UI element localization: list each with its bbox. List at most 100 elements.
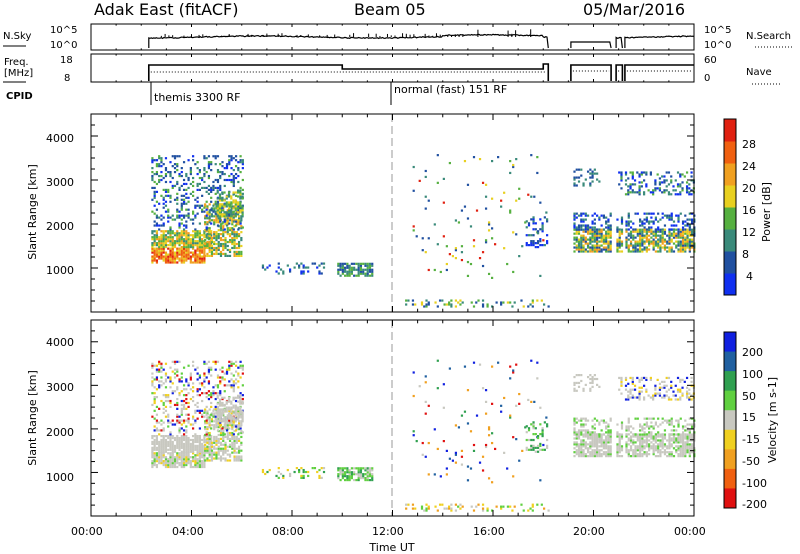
power-cell [436, 305, 439, 308]
velocity-cell [679, 447, 682, 450]
power-cell [208, 217, 211, 220]
power-cell [675, 236, 678, 239]
power-cell [584, 242, 587, 245]
velocity-cell [196, 463, 199, 467]
velocity-cell [187, 446, 190, 449]
power-cell [641, 238, 644, 241]
velocity-cell [228, 409, 231, 412]
velocity-cell [598, 449, 601, 452]
velocity-cell [233, 429, 236, 433]
power-cell [213, 252, 216, 256]
velocity-cell [212, 360, 215, 363]
velocity-cell [194, 465, 197, 469]
power-cell [605, 246, 608, 249]
velocity-cell [577, 455, 581, 458]
velocity-cell [690, 443, 694, 446]
power-cell [586, 214, 590, 217]
velocity-cell [162, 401, 165, 405]
velocity-cell [625, 445, 628, 448]
velocity-cell [151, 434, 154, 438]
power-cell [654, 242, 658, 245]
velocity-cell [580, 451, 583, 454]
power-cell [539, 201, 542, 204]
velocity-cell [589, 455, 592, 458]
power-cell [173, 261, 177, 264]
velocity-cell [654, 384, 657, 387]
power-cell [176, 230, 179, 233]
velocity-cell [171, 454, 174, 457]
power-cell [679, 173, 682, 176]
power-cell [638, 248, 642, 251]
power-cell [629, 236, 633, 239]
velocity-cell [677, 441, 680, 444]
velocity-cell [222, 457, 225, 460]
power-cell [210, 252, 214, 256]
velocity-cell [201, 461, 204, 465]
velocity-cell [221, 397, 224, 401]
power-cell [239, 170, 242, 174]
velocity-cell [690, 447, 694, 450]
velocity-cell [151, 364, 154, 367]
velocity-cell [371, 477, 374, 480]
velocity-cell [196, 405, 199, 409]
power-cell [162, 242, 165, 245]
velocity-cell [182, 463, 186, 467]
velocity-cell [192, 415, 195, 418]
velocity-cell [180, 442, 183, 446]
velocity-cell [160, 362, 163, 365]
velocity-cell [688, 433, 691, 436]
power-cell [667, 193, 671, 196]
velocity-cell [600, 453, 603, 456]
velocity-cell [638, 455, 642, 458]
velocity-cell [472, 443, 476, 447]
velocity-cell [359, 475, 363, 478]
power-cell [214, 186, 217, 190]
power-cell [207, 167, 211, 170]
power-cell [421, 249, 424, 252]
power-cell [593, 228, 596, 231]
velocity-cell [162, 444, 165, 447]
velocity-cell [681, 431, 685, 434]
velocity-cell [598, 441, 601, 444]
power-cell [232, 182, 235, 186]
velocity-cell [219, 441, 223, 444]
velocity-cell [221, 414, 224, 417]
velocity-cell [684, 451, 687, 454]
velocity-cell [185, 438, 188, 442]
velocity-cell [481, 503, 485, 506]
velocity-cell [685, 394, 689, 397]
velocity-cell [203, 438, 206, 442]
power-cell [178, 253, 181, 256]
power-cell [215, 242, 218, 246]
power-cell [667, 171, 671, 174]
power-cell [609, 234, 612, 237]
power-cell [657, 244, 660, 247]
power-cell [681, 189, 684, 192]
velocity-cell [600, 429, 603, 432]
velocity-cell [450, 503, 453, 506]
velocity-cell [178, 448, 181, 451]
power-cell [607, 226, 610, 229]
power-cell [591, 176, 594, 179]
power-cell [661, 242, 664, 245]
power-cell [237, 242, 241, 246]
power-cell [593, 238, 596, 241]
velocity-cell [234, 399, 238, 403]
power-cell [185, 246, 188, 249]
velocity-cell [222, 435, 225, 439]
power-cell [221, 205, 224, 208]
velocity-cell [679, 445, 682, 448]
power-cell [239, 193, 242, 196]
power-cell [178, 247, 181, 250]
velocity-cell [232, 388, 235, 391]
velocity-cell [240, 422, 243, 425]
velocity-cell [203, 374, 206, 377]
power-cell [344, 266, 347, 269]
power-cell [232, 184, 235, 188]
power-cell [228, 227, 232, 230]
power-cell [668, 234, 671, 237]
power-cell [224, 244, 227, 248]
power-cell [445, 245, 448, 248]
velocity-cell [189, 374, 192, 377]
power-cell [178, 244, 181, 247]
